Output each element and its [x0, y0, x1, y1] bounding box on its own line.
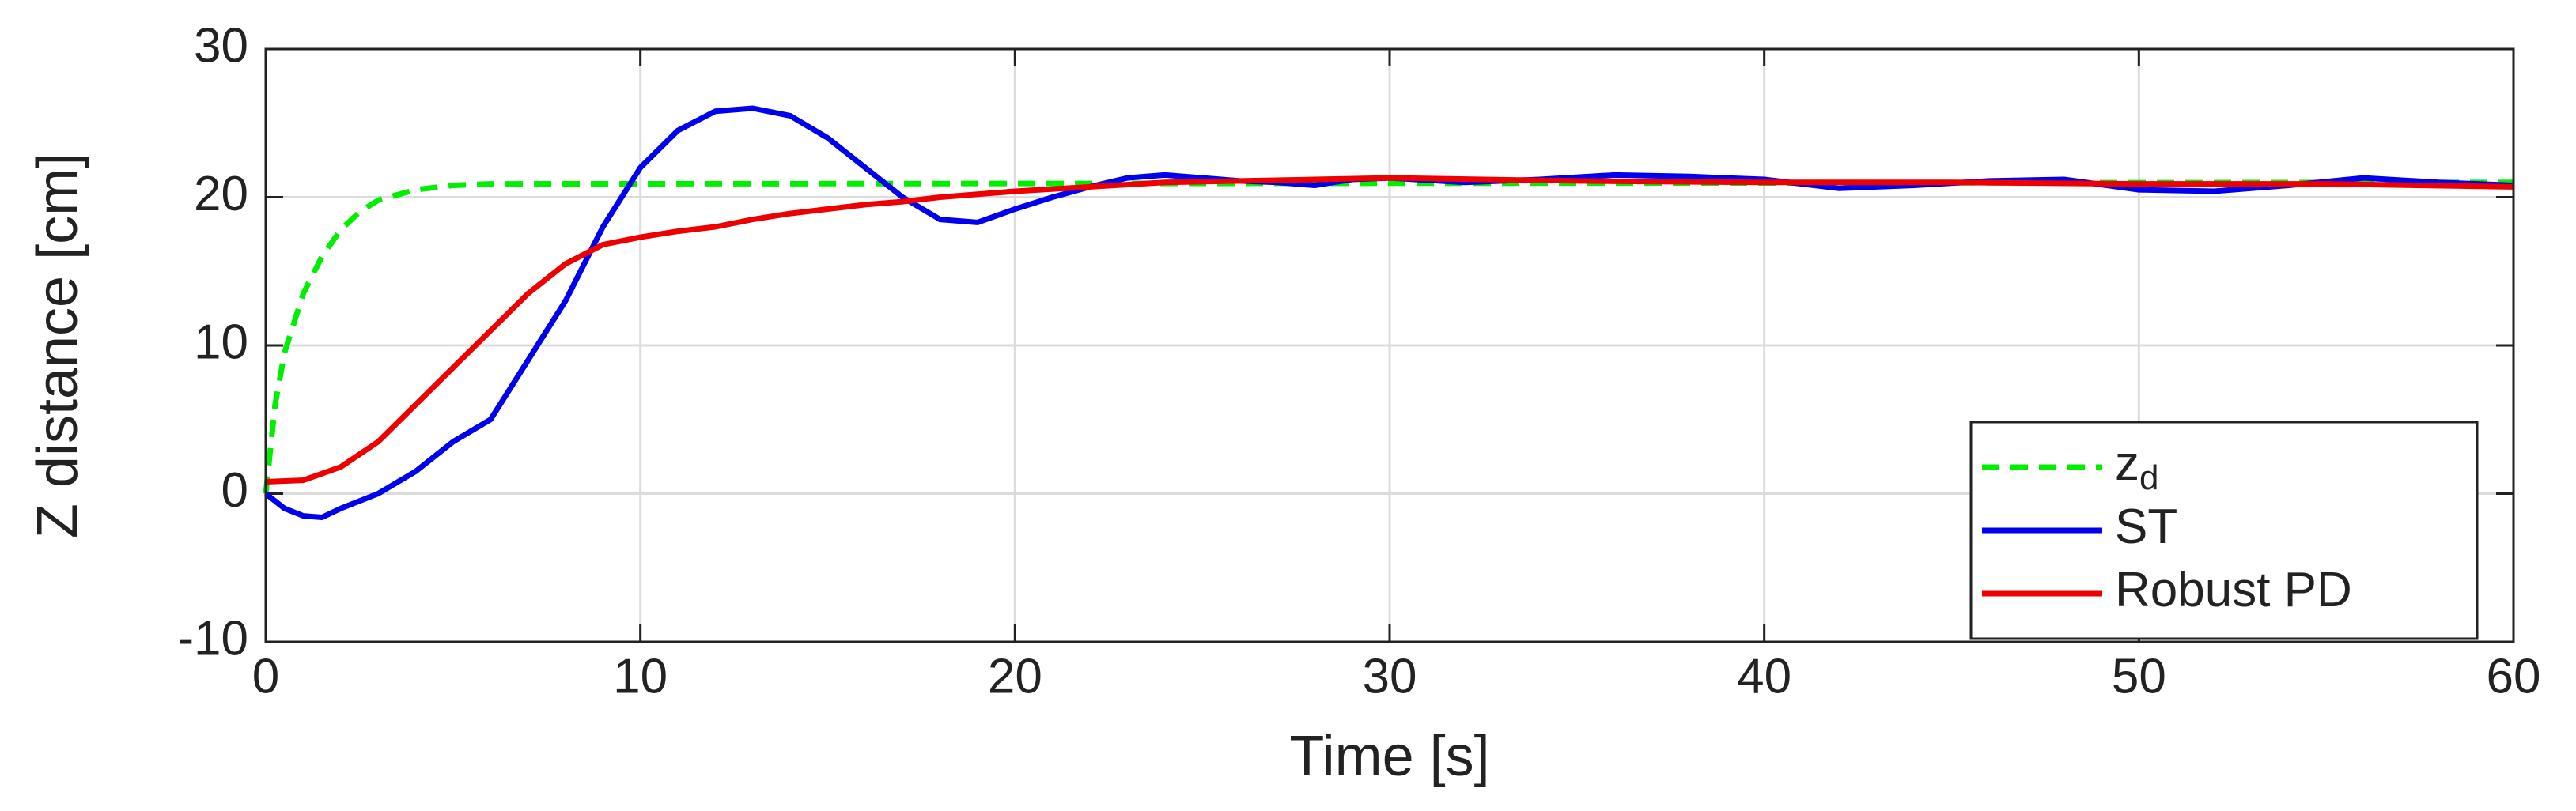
- legend-label: Robust PD: [2115, 563, 2352, 617]
- x-tick-label: 60: [2487, 649, 2541, 703]
- legend-label-text: Robust PD: [2115, 563, 2352, 617]
- y-axis-label: Z distance [cm]: [26, 153, 89, 538]
- legend-label: ST: [2115, 500, 2177, 554]
- y-tick-label: 0: [221, 463, 248, 518]
- y-tick-label: 20: [194, 167, 248, 221]
- x-tick-label: 40: [1737, 649, 1791, 703]
- y-tick-label: 30: [194, 18, 248, 73]
- data-line: [263, 179, 2514, 494]
- x-tick-label: 0: [252, 649, 279, 703]
- x-tick-label: 30: [1363, 649, 1417, 703]
- x-tick-label: 10: [613, 649, 668, 703]
- x-tick-label: 50: [2112, 649, 2166, 703]
- legend-label-subscript: d: [2139, 458, 2158, 497]
- y-tick-label: -10: [177, 611, 248, 666]
- y-tick-label: 10: [194, 315, 248, 369]
- x-tick-label: 20: [988, 649, 1042, 703]
- legend-label-text: z: [2115, 436, 2139, 491]
- legend-label-text: ST: [2115, 500, 2177, 554]
- data-line: [265, 175, 2514, 485]
- plot-frame: [264, 47, 2515, 643]
- legend-label: zd: [2115, 436, 2158, 496]
- x-axis-label: Time [s]: [1289, 725, 1489, 788]
